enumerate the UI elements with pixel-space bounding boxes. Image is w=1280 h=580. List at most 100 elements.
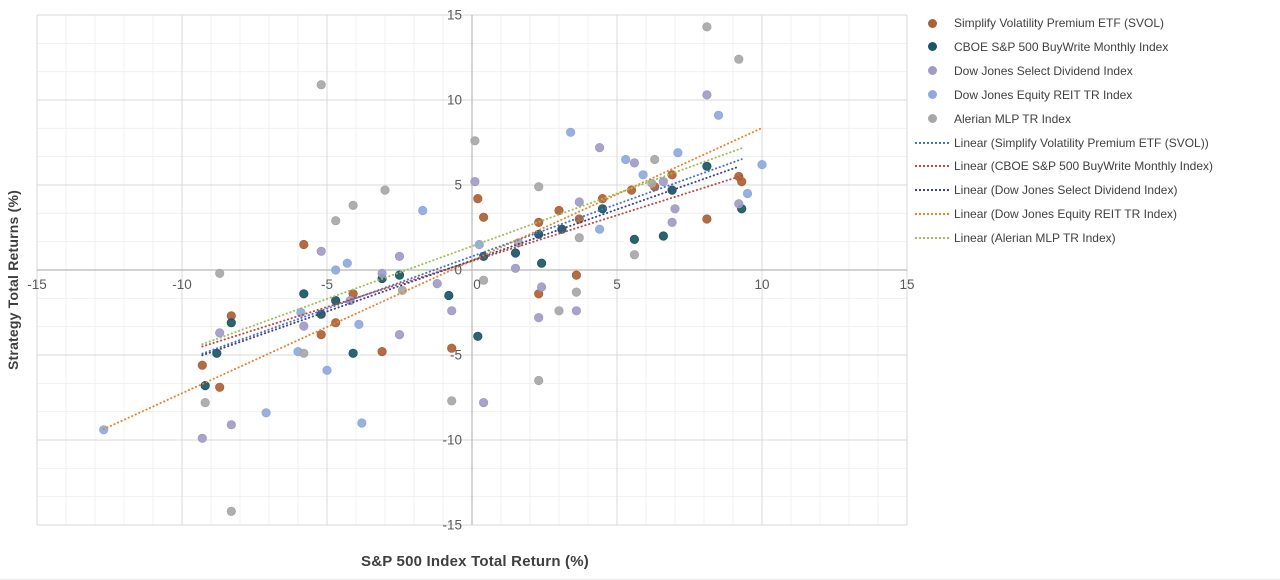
data-point-svol: [737, 177, 747, 187]
data-point-svol: [702, 214, 712, 224]
legend-trendline-marker: [912, 165, 952, 168]
y-tick-label: 5: [454, 178, 462, 193]
data-point-svol: [316, 329, 326, 340]
data-point-mlp: [226, 506, 236, 516]
data-point-svol: [299, 239, 309, 250]
data-point-select-dividend: [571, 306, 582, 316]
data-point-cboe: [536, 258, 547, 268]
data-point-reit: [673, 148, 683, 158]
data-point-mlp: [571, 287, 582, 297]
data-point-select-dividend: [478, 397, 489, 408]
data-point-cboe: [200, 380, 210, 391]
legend-label: Linear (Alerian MLP TR Index): [954, 231, 1116, 246]
data-point-cboe: [629, 234, 640, 244]
legend-item-linear-select-dividend[interactable]: Linear (Dow Jones Select Dividend Index): [912, 181, 1177, 199]
legend-label: Alerian MLP TR Index: [954, 111, 1071, 126]
data-point-svol: [215, 382, 225, 392]
data-point-svol: [377, 346, 387, 357]
x-tick-label: 0: [473, 277, 481, 292]
data-point-mlp: [470, 136, 480, 146]
data-point-svol: [478, 212, 489, 222]
data-point-select-dividend: [629, 158, 640, 168]
data-point-mlp: [447, 396, 457, 406]
legend-item-mlp[interactable]: Alerian MLP TR Index: [912, 110, 1071, 128]
x-axis-title: S&P 500 Index Total Return (%): [361, 553, 589, 570]
data-point-mlp: [702, 22, 712, 32]
data-point-reit: [594, 224, 605, 234]
data-point-mlp: [215, 268, 225, 278]
data-point-cboe: [226, 318, 236, 328]
legend-item-linear-cboe[interactable]: Linear (CBOE S&P 500 BuyWrite Monthly In…: [912, 157, 1213, 175]
trendline-linear-cboe: [201, 174, 743, 348]
x-tick-label: -5: [321, 277, 333, 292]
data-point-mlp: [629, 250, 640, 260]
data-point-select-dividend: [658, 177, 669, 187]
y-tick-label: 10: [447, 93, 462, 108]
legend-label: Linear (Simplify Volatility Premium ETF …: [954, 135, 1209, 150]
legend-item-reit[interactable]: Dow Jones Equity REIT TR Index: [912, 86, 1132, 104]
data-point-mlp: [478, 275, 489, 285]
data-point-cboe: [316, 309, 326, 319]
trendline-marker-icon: [915, 165, 949, 168]
data-point-mlp: [348, 200, 358, 210]
trendline-marker-icon: [915, 189, 949, 192]
data-point-select-dividend: [667, 217, 677, 227]
data-point-cboe: [557, 224, 567, 234]
data-point-select-dividend: [470, 177, 480, 187]
data-point-svol: [197, 360, 207, 370]
data-point-mlp: [397, 285, 407, 295]
data-point-reit: [322, 365, 332, 375]
legend-trendline-marker: [912, 141, 952, 144]
trendline-marker-icon: [915, 213, 949, 216]
data-point-select-dividend: [594, 143, 605, 153]
data-point-select-dividend: [734, 199, 744, 209]
data-point-svol: [571, 270, 582, 280]
data-point-reit: [342, 258, 352, 268]
data-point-reit: [565, 127, 576, 137]
data-point-select-dividend: [534, 312, 544, 323]
legend-item-select-dividend[interactable]: Dow Jones Select Dividend Index: [912, 62, 1133, 80]
y-tick-label: -10: [442, 433, 462, 448]
data-point-reit: [354, 319, 364, 329]
data-point-select-dividend: [510, 263, 521, 273]
data-point-mlp: [554, 306, 564, 316]
legend-label: Dow Jones Equity REIT TR Index: [954, 87, 1133, 102]
data-point-mlp: [316, 80, 326, 90]
legend-item-linear-reit[interactable]: Linear (Dow Jones Equity REIT TR Index): [912, 205, 1177, 223]
data-point-reit: [261, 408, 271, 418]
legend-item-svol[interactable]: Simplify Volatility Premium ETF (SVOL): [912, 14, 1164, 32]
legend-label: Simplify Volatility Premium ETF (SVOL): [954, 16, 1165, 30]
data-point-select-dividend: [377, 268, 387, 278]
y-tick-label: -5: [450, 348, 462, 363]
legend-label: Linear (Dow Jones Select Dividend Index): [954, 183, 1178, 198]
data-point-select-dividend: [447, 306, 457, 316]
data-point-mlp: [534, 182, 544, 192]
trendline-linear-select-dividend: [201, 165, 740, 357]
data-point-mlp: [734, 54, 744, 64]
legend-item-linear-mlp[interactable]: Linear (Alerian MLP TR Index): [912, 229, 1116, 247]
data-point-cboe: [444, 290, 454, 301]
trendline-marker-icon: [915, 141, 949, 144]
legend-trendline-marker: [912, 189, 952, 192]
legend-dot-marker: [912, 90, 952, 100]
data-point-svol: [534, 217, 544, 227]
data-point-mlp: [534, 375, 544, 386]
data-point-select-dividend: [226, 420, 236, 430]
legend-label: Linear (CBOE S&P 500 BuyWrite Monthly In…: [954, 159, 1214, 174]
data-point-mlp: [650, 154, 660, 165]
data-point-select-dividend: [197, 433, 207, 443]
data-point-cboe: [348, 348, 358, 358]
data-point-mlp: [574, 233, 584, 243]
series-marker-icon: [927, 90, 937, 100]
data-point-mlp: [299, 348, 309, 358]
data-point-select-dividend: [215, 328, 225, 338]
legend-trendline-marker: [912, 237, 952, 240]
data-point-reit: [357, 418, 367, 428]
x-tick-label: -10: [172, 277, 192, 292]
x-tick-label: 5: [613, 277, 621, 292]
y-tick-label: 0: [454, 263, 462, 278]
legend-item-cboe[interactable]: CBOE S&P 500 BuyWrite Monthly Index: [912, 38, 1168, 56]
legend-item-linear-svol[interactable]: Linear (Simplify Volatility Premium ETF …: [912, 134, 1209, 152]
